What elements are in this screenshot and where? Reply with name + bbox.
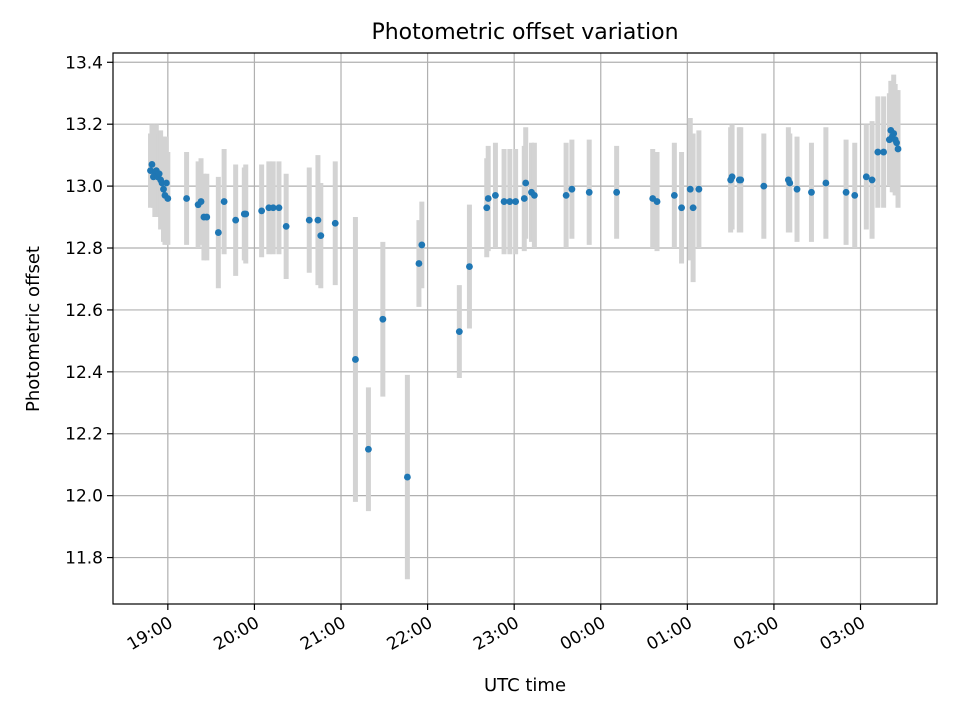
data-point xyxy=(737,176,745,184)
data-point xyxy=(890,130,898,137)
data-point xyxy=(275,204,283,212)
y-tick-label: 13.2 xyxy=(65,115,103,135)
data-point xyxy=(492,191,499,199)
x-tick-label: 22:00 xyxy=(384,613,436,655)
data-point xyxy=(379,315,387,323)
x-tick-label: 00:00 xyxy=(557,613,609,655)
data-point xyxy=(282,222,290,230)
data-point xyxy=(868,176,876,184)
chart-title: Photometric offset variation xyxy=(371,20,678,45)
data-point xyxy=(760,182,768,190)
data-point xyxy=(418,241,426,249)
data-point xyxy=(678,204,685,212)
data-point xyxy=(689,204,697,212)
data-point xyxy=(415,260,423,267)
data-point xyxy=(728,173,736,181)
data-point xyxy=(520,195,528,202)
data-point xyxy=(232,216,240,224)
data-point xyxy=(242,210,250,218)
data-point xyxy=(365,445,372,453)
data-point xyxy=(155,170,163,178)
data-point xyxy=(331,219,339,227)
y-tick-label: 11.8 xyxy=(65,549,103,569)
data-point xyxy=(403,473,411,481)
y-tick-label: 12.8 xyxy=(65,239,103,259)
x-tick-label: 20:00 xyxy=(210,613,262,655)
errorbar-layer xyxy=(148,74,901,580)
data-point xyxy=(842,188,850,196)
y-axis: 11.8 12.0 12.2 12.4 12.6 12.8 13.0 13.2 13.4 xyxy=(65,53,113,569)
data-point xyxy=(880,148,888,156)
x-tick-label: 02:00 xyxy=(730,613,782,655)
data-point xyxy=(874,148,882,156)
data-point xyxy=(258,207,266,215)
data-point xyxy=(162,179,170,187)
data-point xyxy=(455,328,463,335)
y-tick-label: 13.0 xyxy=(65,177,103,197)
x-tick-label: 23:00 xyxy=(470,613,522,655)
data-point xyxy=(214,229,222,236)
y-tick-label: 12.0 xyxy=(65,487,103,507)
data-point xyxy=(613,188,621,196)
x-tick-label: 19:00 xyxy=(124,613,176,655)
data-point xyxy=(317,232,325,240)
plot-frame xyxy=(112,52,938,605)
data-point xyxy=(670,191,678,199)
y-tick-label: 12.4 xyxy=(65,363,103,383)
data-point xyxy=(562,191,570,199)
data-point xyxy=(483,204,491,212)
data-point xyxy=(822,179,830,187)
y-tick-label: 12.2 xyxy=(65,425,103,445)
data-point xyxy=(686,185,694,193)
data-point xyxy=(183,195,190,202)
data-point xyxy=(894,145,902,153)
x-tick-label: 21:00 xyxy=(297,613,349,655)
data-point xyxy=(314,216,322,224)
data-point xyxy=(568,185,576,193)
data-point xyxy=(466,263,473,270)
data-point xyxy=(793,185,801,193)
data-point xyxy=(851,191,859,199)
x-axis-label: UTC time xyxy=(484,675,566,696)
y-axis-label: Photometric offset xyxy=(23,246,44,412)
data-point xyxy=(220,198,228,205)
data-point xyxy=(695,185,703,193)
data-point xyxy=(530,191,538,199)
data-point xyxy=(484,195,492,202)
data-point xyxy=(500,198,508,205)
data-point xyxy=(653,198,661,205)
data-point xyxy=(148,161,156,168)
data-point xyxy=(269,204,277,212)
data-point xyxy=(585,188,593,196)
data-point xyxy=(862,173,870,181)
data-point xyxy=(352,356,359,363)
data-point xyxy=(197,198,205,205)
data-point xyxy=(512,198,520,205)
data-point xyxy=(893,139,900,147)
data-point xyxy=(305,216,313,224)
x-axis: 19:00 20:00 21:00 22:00 23:00 00:00 01:00 02:00… xyxy=(124,604,869,655)
data-point xyxy=(203,213,211,221)
x-tick-label: 03:00 xyxy=(817,613,869,655)
data-point xyxy=(786,179,794,187)
x-tick-label: 01:00 xyxy=(643,613,695,655)
point-layer xyxy=(147,126,902,481)
data-point xyxy=(164,195,172,202)
y-tick-label: 12.6 xyxy=(65,301,103,321)
y-tick-label: 13.4 xyxy=(65,53,103,73)
data-point xyxy=(506,198,514,205)
data-point xyxy=(808,188,815,196)
data-point xyxy=(160,185,167,193)
data-point xyxy=(522,179,530,187)
